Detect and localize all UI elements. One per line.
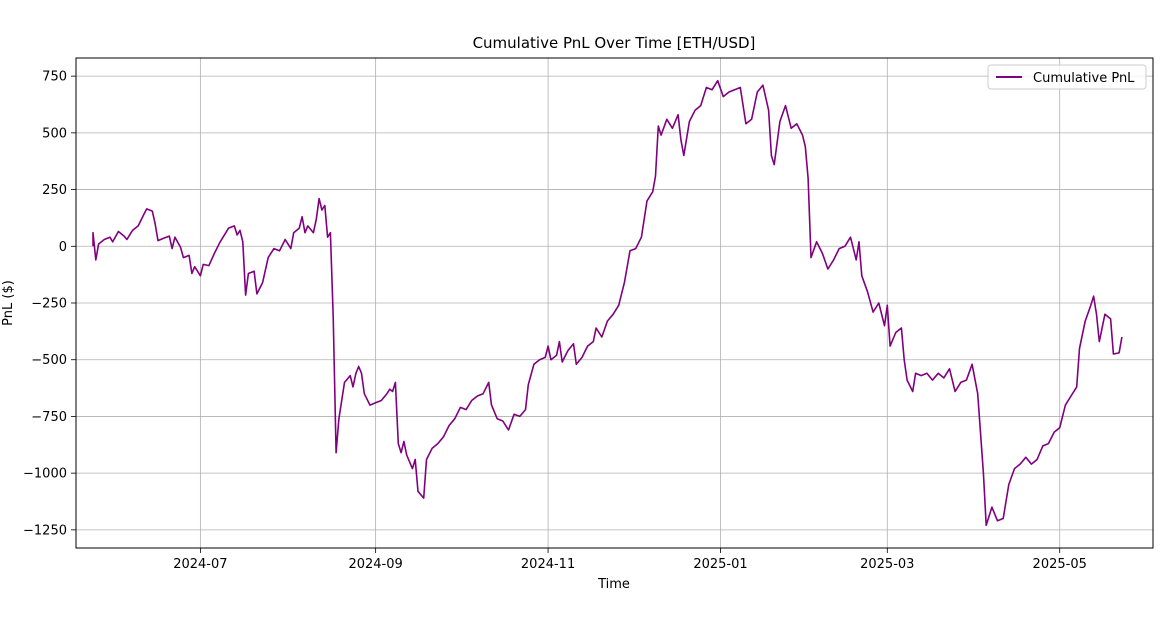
y-tick-label: −750 (31, 410, 67, 425)
chart-title: Cumulative PnL Over Time [ETH/USD] (473, 34, 756, 52)
x-tick-label: 2025-05 (1033, 557, 1087, 572)
x-tick-label: 2024-07 (173, 557, 227, 572)
x-tick-label: 2024-09 (348, 557, 402, 572)
y-tick-label: −250 (31, 297, 67, 312)
series-layer (92, 79, 1123, 527)
x-axis: 2024-07 2024-09 2024-11 2025-01 2025-03 2025-… (173, 548, 1087, 572)
grid (76, 58, 1153, 548)
y-tick-label: −1000 (23, 467, 67, 482)
x-axis-label: Time (597, 577, 630, 592)
x-tick-label: 2025-01 (693, 557, 747, 572)
y-tick-label: −1250 (23, 523, 67, 538)
y-tick-label: 750 (42, 70, 67, 85)
legend-entry: Cumulative PnL (1033, 71, 1135, 86)
x-tick-label: 2025-03 (860, 557, 914, 572)
legend-box (987, 64, 1147, 90)
y-axis-label: PnL ($) (1, 280, 16, 326)
y-tick-label: −500 (31, 353, 67, 368)
x-tick-label: 2024-11 (521, 557, 575, 572)
y-axis: 750 500 250 0 −250 −500 −750 −1000 −1250 (23, 70, 76, 538)
y-tick-label: 500 (42, 126, 67, 141)
series-line-cumulative-pnl (92, 79, 1123, 527)
legend: Cumulative PnL (987, 64, 1147, 90)
y-tick-label: 0 (59, 240, 67, 255)
y-tick-label: 250 (42, 183, 67, 198)
